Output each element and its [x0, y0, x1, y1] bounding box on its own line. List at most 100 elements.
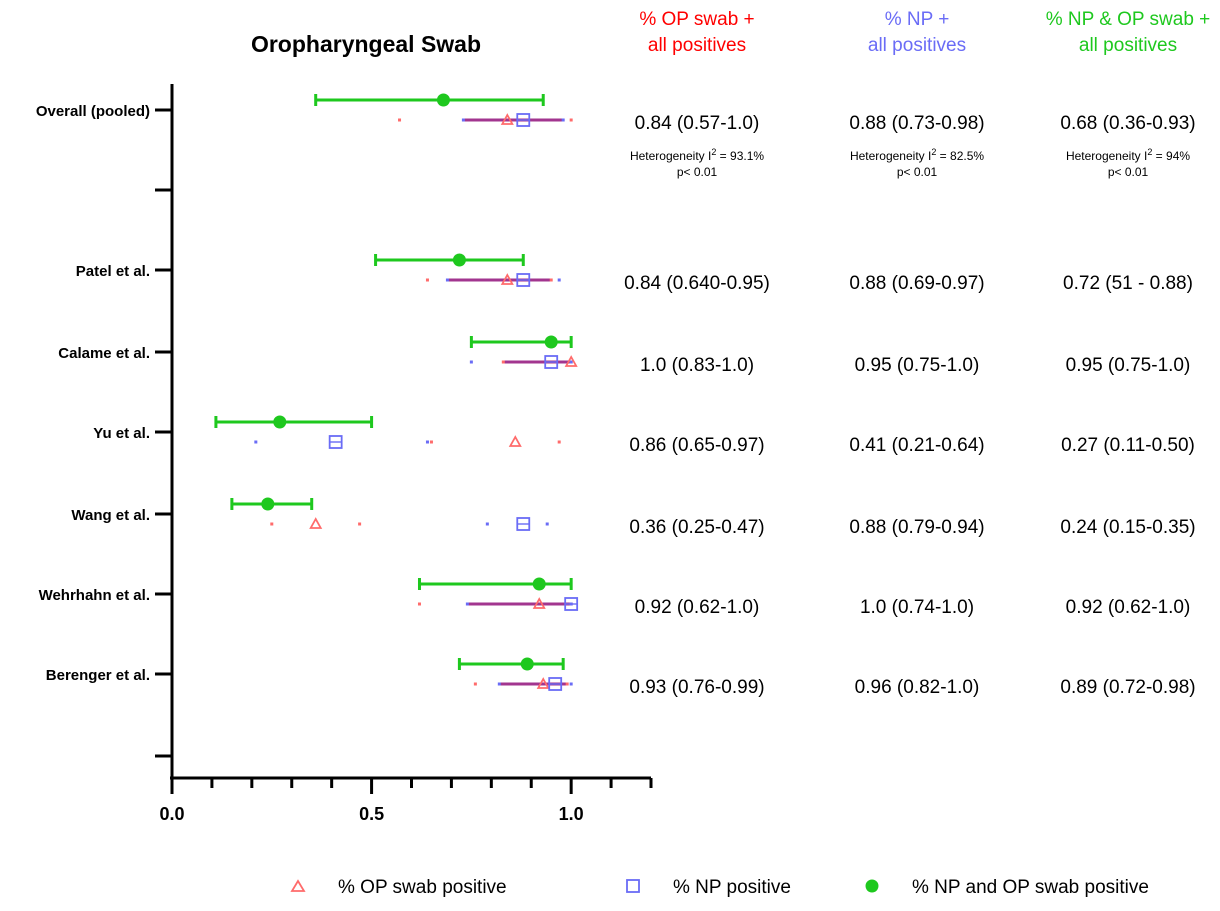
- study-label: Berenger et al.: [46, 667, 150, 684]
- value-op: 0.86 (0.65-0.97): [629, 435, 764, 456]
- ci-endpoint: [358, 522, 362, 526]
- x-tick-label: 0.0: [159, 804, 184, 824]
- study-label: Wehrhahn et al.: [39, 587, 150, 604]
- value-np: 1.0 (0.74-1.0): [860, 597, 974, 618]
- both-estimate-marker: [532, 577, 546, 591]
- ci-endpoint: [485, 522, 489, 526]
- legend-label-np: % NP positive: [673, 877, 791, 898]
- legend-label-op: % OP swab positive: [338, 877, 507, 898]
- both-estimate-marker: [273, 415, 287, 429]
- value-np: 0.88 (0.79-0.94): [849, 517, 984, 538]
- both-estimate-marker: [436, 93, 450, 107]
- ci-endpoint: [254, 440, 258, 444]
- value-op: 1.0 (0.83-1.0): [640, 355, 754, 376]
- ci-endpoint: [473, 682, 477, 686]
- study-rows: Overall (pooled) 0.84 (0.57-1.0) 0.88 (0.7…: [36, 93, 1196, 698]
- column-header-both-line1: % NP & OP swab +: [1046, 9, 1211, 30]
- study-row: Patel et al. 0.84 (0.640-0.95) 0.88 (0.69-…: [76, 253, 1193, 294]
- study-row: Overall (pooled) 0.84 (0.57-1.0) 0.88 (0.7…: [36, 93, 1196, 179]
- chart-title: Oropharyngeal Swab: [251, 31, 481, 57]
- value-op: 0.84 (0.57-1.0): [635, 113, 760, 134]
- ci-endpoint: [565, 682, 569, 686]
- ci-endpoint: [545, 522, 549, 526]
- ci-endpoint: [429, 440, 433, 444]
- op-estimate-marker: [564, 355, 578, 367]
- legend-label-both: % NP and OP swab positive: [912, 877, 1149, 898]
- heterogeneity-np: Heterogeneity I2 = 82.5%: [850, 147, 984, 163]
- study-row: Berenger et al. 0.93 (0.76-0.99) 0.96 (0.8…: [46, 657, 1196, 698]
- both-estimate-marker: [520, 657, 534, 671]
- heterogeneity-p-both: p< 0.01: [1108, 165, 1149, 179]
- op-estimate-marker: [536, 677, 550, 689]
- value-both: 0.27 (0.11-0.50): [1061, 435, 1195, 456]
- legend-op-marker: [290, 879, 306, 892]
- op-estimate-marker: [508, 435, 522, 447]
- heterogeneity-p-op: p< 0.01: [677, 165, 718, 179]
- value-np: 0.88 (0.73-0.98): [849, 113, 984, 134]
- ci-endpoint: [557, 278, 561, 282]
- ci-endpoint: [557, 440, 561, 444]
- value-op: 0.36 (0.25-0.47): [629, 517, 764, 538]
- value-op: 0.84 (0.640-0.95): [624, 273, 770, 294]
- study-row: Wang et al. 0.36 (0.25-0.47) 0.88 (0.79-0.…: [71, 497, 1196, 538]
- ci-endpoint: [469, 360, 473, 364]
- op-estimate-marker: [500, 113, 514, 125]
- value-np: 0.88 (0.69-0.97): [849, 273, 984, 294]
- x-tick-label: 0.5: [359, 804, 384, 824]
- ci-endpoint: [445, 278, 449, 282]
- ci-endpoint: [569, 682, 573, 686]
- heterogeneity-p-np: p< 0.01: [897, 165, 938, 179]
- study-row: Wehrhahn et al. 0.92 (0.62-1.0) 1.0 (0.74-…: [39, 577, 1191, 618]
- ci-endpoint: [561, 118, 565, 122]
- legend-np-marker: [626, 879, 640, 893]
- ci-endpoint: [501, 360, 505, 364]
- value-op: 0.92 (0.62-1.0): [635, 597, 760, 618]
- ci-endpoint: [549, 278, 553, 282]
- study-label: Calame et al.: [58, 345, 150, 362]
- column-headers: % OP swab + all positives % NP + all positi…: [639, 9, 1210, 56]
- x-axis: 0.0 0.5 1.0: [155, 84, 653, 824]
- study-label: Patel et al.: [76, 263, 150, 280]
- ci-endpoint: [270, 522, 274, 526]
- ci-endpoint: [569, 118, 573, 122]
- op-estimate-marker: [500, 273, 514, 285]
- legend: % OP swab positive % NP positive % NP and …: [290, 877, 1149, 898]
- ci-endpoint: [398, 118, 402, 122]
- ci-endpoint: [497, 682, 501, 686]
- value-np: 0.96 (0.82-1.0): [855, 677, 980, 698]
- value-both: 0.68 (0.36-0.93): [1060, 113, 1195, 134]
- value-both: 0.72 (51 - 0.88): [1063, 273, 1193, 294]
- heterogeneity-op: Heterogeneity I2 = 93.1%: [630, 147, 764, 163]
- study-row: Yu et al. 0.86 (0.65-0.97) 0.41 (0.21-0.64…: [93, 415, 1195, 456]
- x-tick-label: 1.0: [559, 804, 584, 824]
- study-label: Wang et al.: [71, 507, 150, 524]
- both-estimate-marker: [261, 497, 275, 511]
- ci-endpoint: [461, 118, 465, 122]
- study-label: Yu et al.: [93, 425, 150, 442]
- value-both: 0.92 (0.62-1.0): [1066, 597, 1191, 618]
- value-both: 0.24 (0.15-0.35): [1060, 517, 1195, 538]
- legend-both-marker: [865, 879, 879, 893]
- value-op: 0.93 (0.76-0.99): [629, 677, 764, 698]
- heterogeneity-both: Heterogeneity I2 = 94%: [1066, 147, 1190, 163]
- column-header-np-line2: all positives: [868, 35, 966, 56]
- value-np: 0.95 (0.75-1.0): [855, 355, 980, 376]
- column-header-op-line2: all positives: [648, 35, 746, 56]
- value-np: 0.41 (0.21-0.64): [849, 435, 984, 456]
- column-header-op-line1: % OP swab +: [639, 9, 754, 30]
- both-estimate-marker: [452, 253, 466, 267]
- ci-endpoint: [465, 602, 469, 606]
- ci-endpoint: [425, 278, 429, 282]
- op-estimate-marker: [532, 597, 546, 609]
- column-header-np-line1: % NP +: [885, 9, 950, 30]
- ci-endpoint: [569, 360, 573, 364]
- both-estimate-marker: [544, 335, 558, 349]
- study-row: Calame et al. 1.0 (0.83-1.0) 0.95 (0.75-1.…: [58, 335, 1190, 376]
- value-both: 0.89 (0.72-0.98): [1060, 677, 1195, 698]
- column-header-both-line2: all positives: [1079, 35, 1177, 56]
- ci-endpoint: [417, 602, 421, 606]
- study-label: Overall (pooled): [36, 103, 150, 120]
- op-estimate-marker: [309, 517, 323, 529]
- ci-endpoint: [425, 440, 429, 444]
